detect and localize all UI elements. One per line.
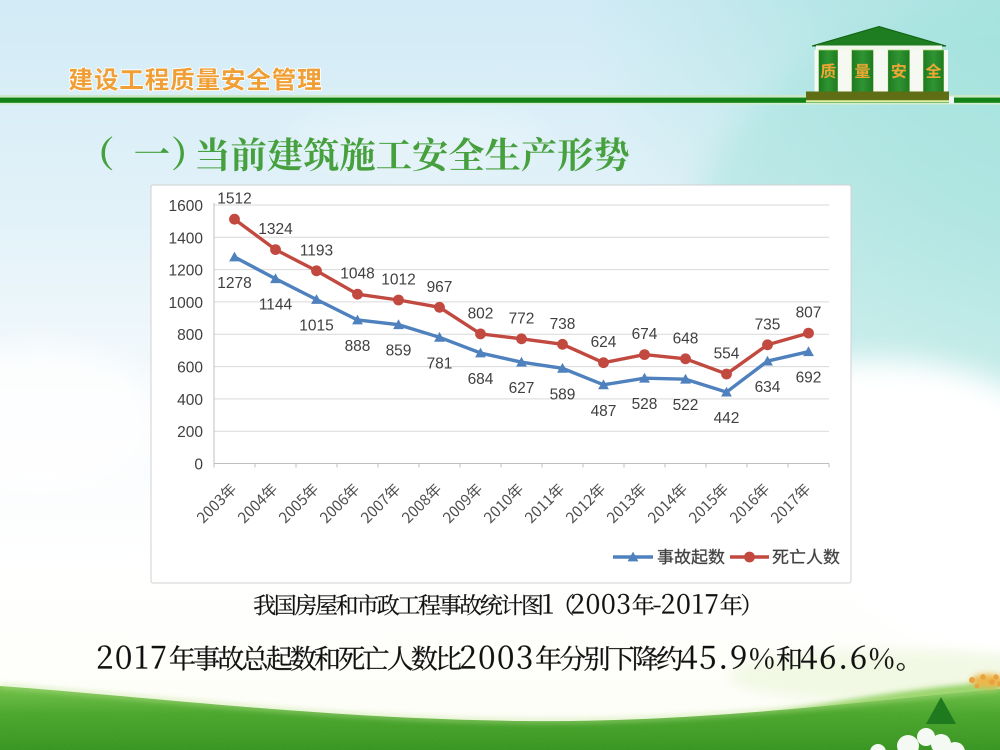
svg-text:1193: 1193 <box>300 242 333 259</box>
svg-text:1000: 1000 <box>169 295 204 312</box>
svg-text:1048: 1048 <box>340 266 374 283</box>
svg-text:781: 781 <box>427 355 453 372</box>
svg-text:1324: 1324 <box>258 221 293 238</box>
svg-text:624: 624 <box>591 334 617 351</box>
svg-text:674: 674 <box>632 326 658 343</box>
svg-text:600: 600 <box>177 360 203 377</box>
svg-text:487: 487 <box>591 403 617 420</box>
svg-text:554: 554 <box>714 346 740 363</box>
svg-text:400: 400 <box>177 392 203 409</box>
svg-text:627: 627 <box>509 380 535 397</box>
svg-text:442: 442 <box>714 410 740 427</box>
svg-text:1600: 1600 <box>169 198 204 215</box>
svg-text:772: 772 <box>509 310 535 327</box>
svg-text:1144: 1144 <box>259 297 293 314</box>
svg-text:967: 967 <box>427 279 453 296</box>
svg-text:200: 200 <box>177 424 203 441</box>
svg-text:634: 634 <box>755 379 781 396</box>
svg-text:1015: 1015 <box>299 318 333 335</box>
svg-text:589: 589 <box>550 386 576 403</box>
svg-text:735: 735 <box>755 316 781 333</box>
svg-text:1400: 1400 <box>169 230 204 247</box>
svg-text:648: 648 <box>673 330 699 347</box>
svg-text:684: 684 <box>468 371 494 388</box>
svg-text:522: 522 <box>673 397 699 414</box>
svg-text:738: 738 <box>550 316 576 333</box>
svg-text:800: 800 <box>177 327 203 344</box>
svg-text:0: 0 <box>194 457 203 474</box>
svg-text:1012: 1012 <box>381 272 415 289</box>
svg-text:1200: 1200 <box>169 263 204 280</box>
svg-text:1278: 1278 <box>217 275 251 292</box>
svg-text:859: 859 <box>386 343 412 360</box>
svg-text:528: 528 <box>632 396 658 413</box>
svg-text:692: 692 <box>796 370 822 387</box>
svg-text:802: 802 <box>468 305 494 322</box>
svg-text:1512: 1512 <box>217 191 251 208</box>
svg-text:888: 888 <box>345 338 371 355</box>
svg-text:807: 807 <box>796 305 822 322</box>
